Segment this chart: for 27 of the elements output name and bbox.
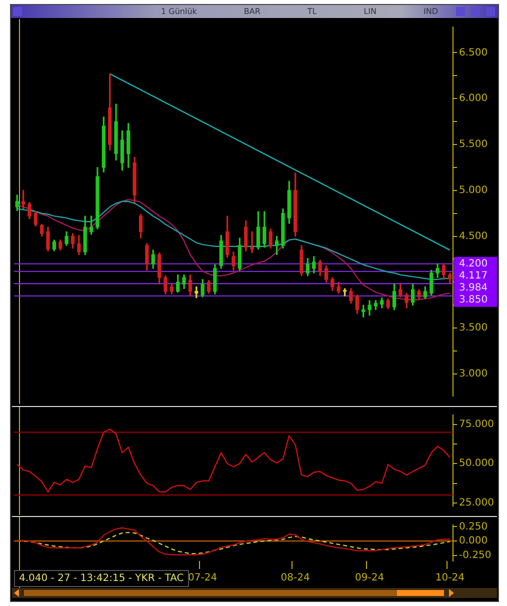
y-tick-label: 5.500 (459, 139, 488, 150)
y-tick-label: 75.000 (459, 419, 494, 430)
text: IND (423, 7, 438, 16)
x-tick-label: 09-24 (354, 572, 384, 584)
text: 4.040 - 27 - 13:42:15 - YKR - TAC (19, 573, 184, 584)
ref-line-label: 4.200 (459, 258, 488, 270)
y-tick-label: 6.000 (459, 93, 488, 104)
y-tick-label: 50.000 (459, 458, 494, 470)
y-tick-label: 5.000 (459, 184, 488, 196)
y-tick-label: 3.000 (459, 368, 488, 380)
text: TL (307, 7, 317, 16)
y-tick-label: -0.250 (459, 550, 492, 561)
ref-line-label: 4.117 (459, 270, 488, 282)
y-tick-label: 4.500 (459, 230, 488, 242)
x-tick-label: 10-24 (435, 572, 464, 584)
ref-line-label: 3.850 (459, 294, 488, 306)
y-tick-label: 3.500 (459, 322, 488, 334)
ref-line-label: 3.984 (459, 282, 488, 294)
text: 1 Günlük (161, 7, 197, 16)
text: BAR (244, 7, 260, 16)
y-tick-label: 6.500 (459, 47, 488, 58)
y-tick-label: 0.250 (459, 521, 488, 532)
y-tick-label: 0.000 (459, 536, 488, 547)
x-tick-label: 08-24 (280, 572, 310, 584)
y-tick-label: 25.000 (459, 497, 494, 508)
text: LIN (364, 7, 376, 16)
x-tick-label: 07-24 (188, 572, 218, 584)
